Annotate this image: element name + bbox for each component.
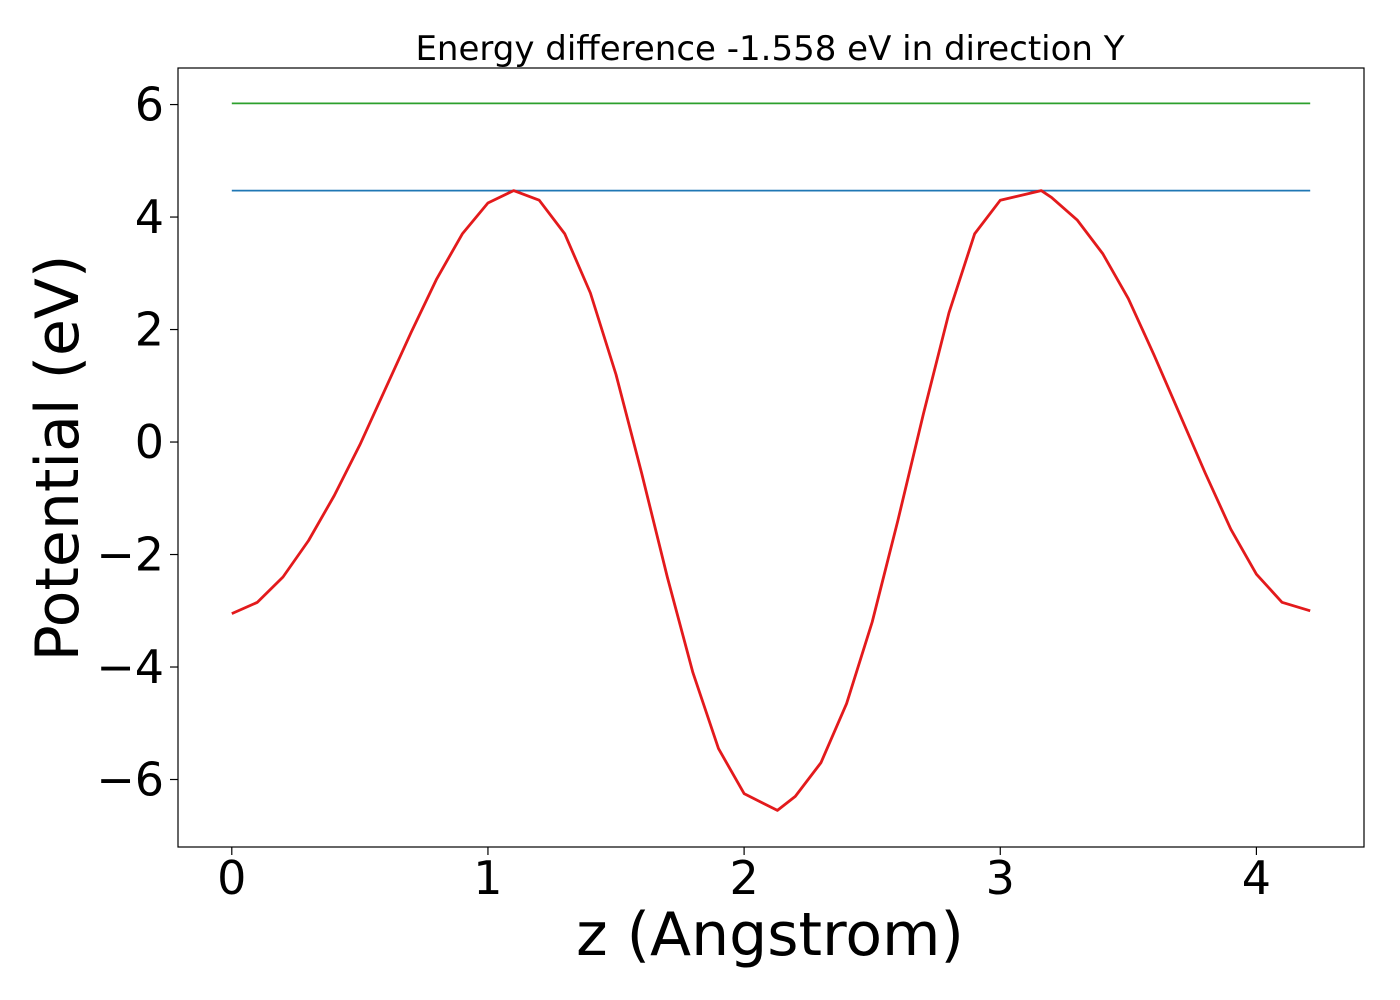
x-tick-label: 1 — [473, 851, 502, 905]
y-tick-label: −4 — [96, 640, 164, 694]
x-tick-label: 0 — [217, 851, 246, 905]
y-tick-label: −6 — [96, 753, 164, 807]
x-axis: 0 1 2 3 4 — [217, 847, 1271, 905]
plot-area — [231, 102, 1311, 812]
y-tick-label: 0 — [135, 415, 164, 469]
y-tick-label: 2 — [135, 303, 164, 357]
x-axis-label: z (Angstrom) — [576, 900, 964, 970]
x-tick-label: 3 — [986, 851, 1015, 905]
y-tick-label: 6 — [135, 78, 164, 132]
y-tick-label: −2 — [96, 528, 164, 582]
x-tick-label: 4 — [1242, 851, 1271, 905]
plot-frame — [177, 67, 1365, 848]
series-line-3 — [231, 189, 1311, 812]
y-axis-label: Potential (eV) — [23, 255, 93, 662]
y-axis: −6 −4 −2 0 2 4 6 — [96, 78, 178, 807]
chart-title: Energy difference -1.558 eV in direction… — [415, 29, 1124, 69]
x-tick-label: 2 — [729, 851, 758, 905]
y-tick-label: 4 — [135, 190, 164, 244]
